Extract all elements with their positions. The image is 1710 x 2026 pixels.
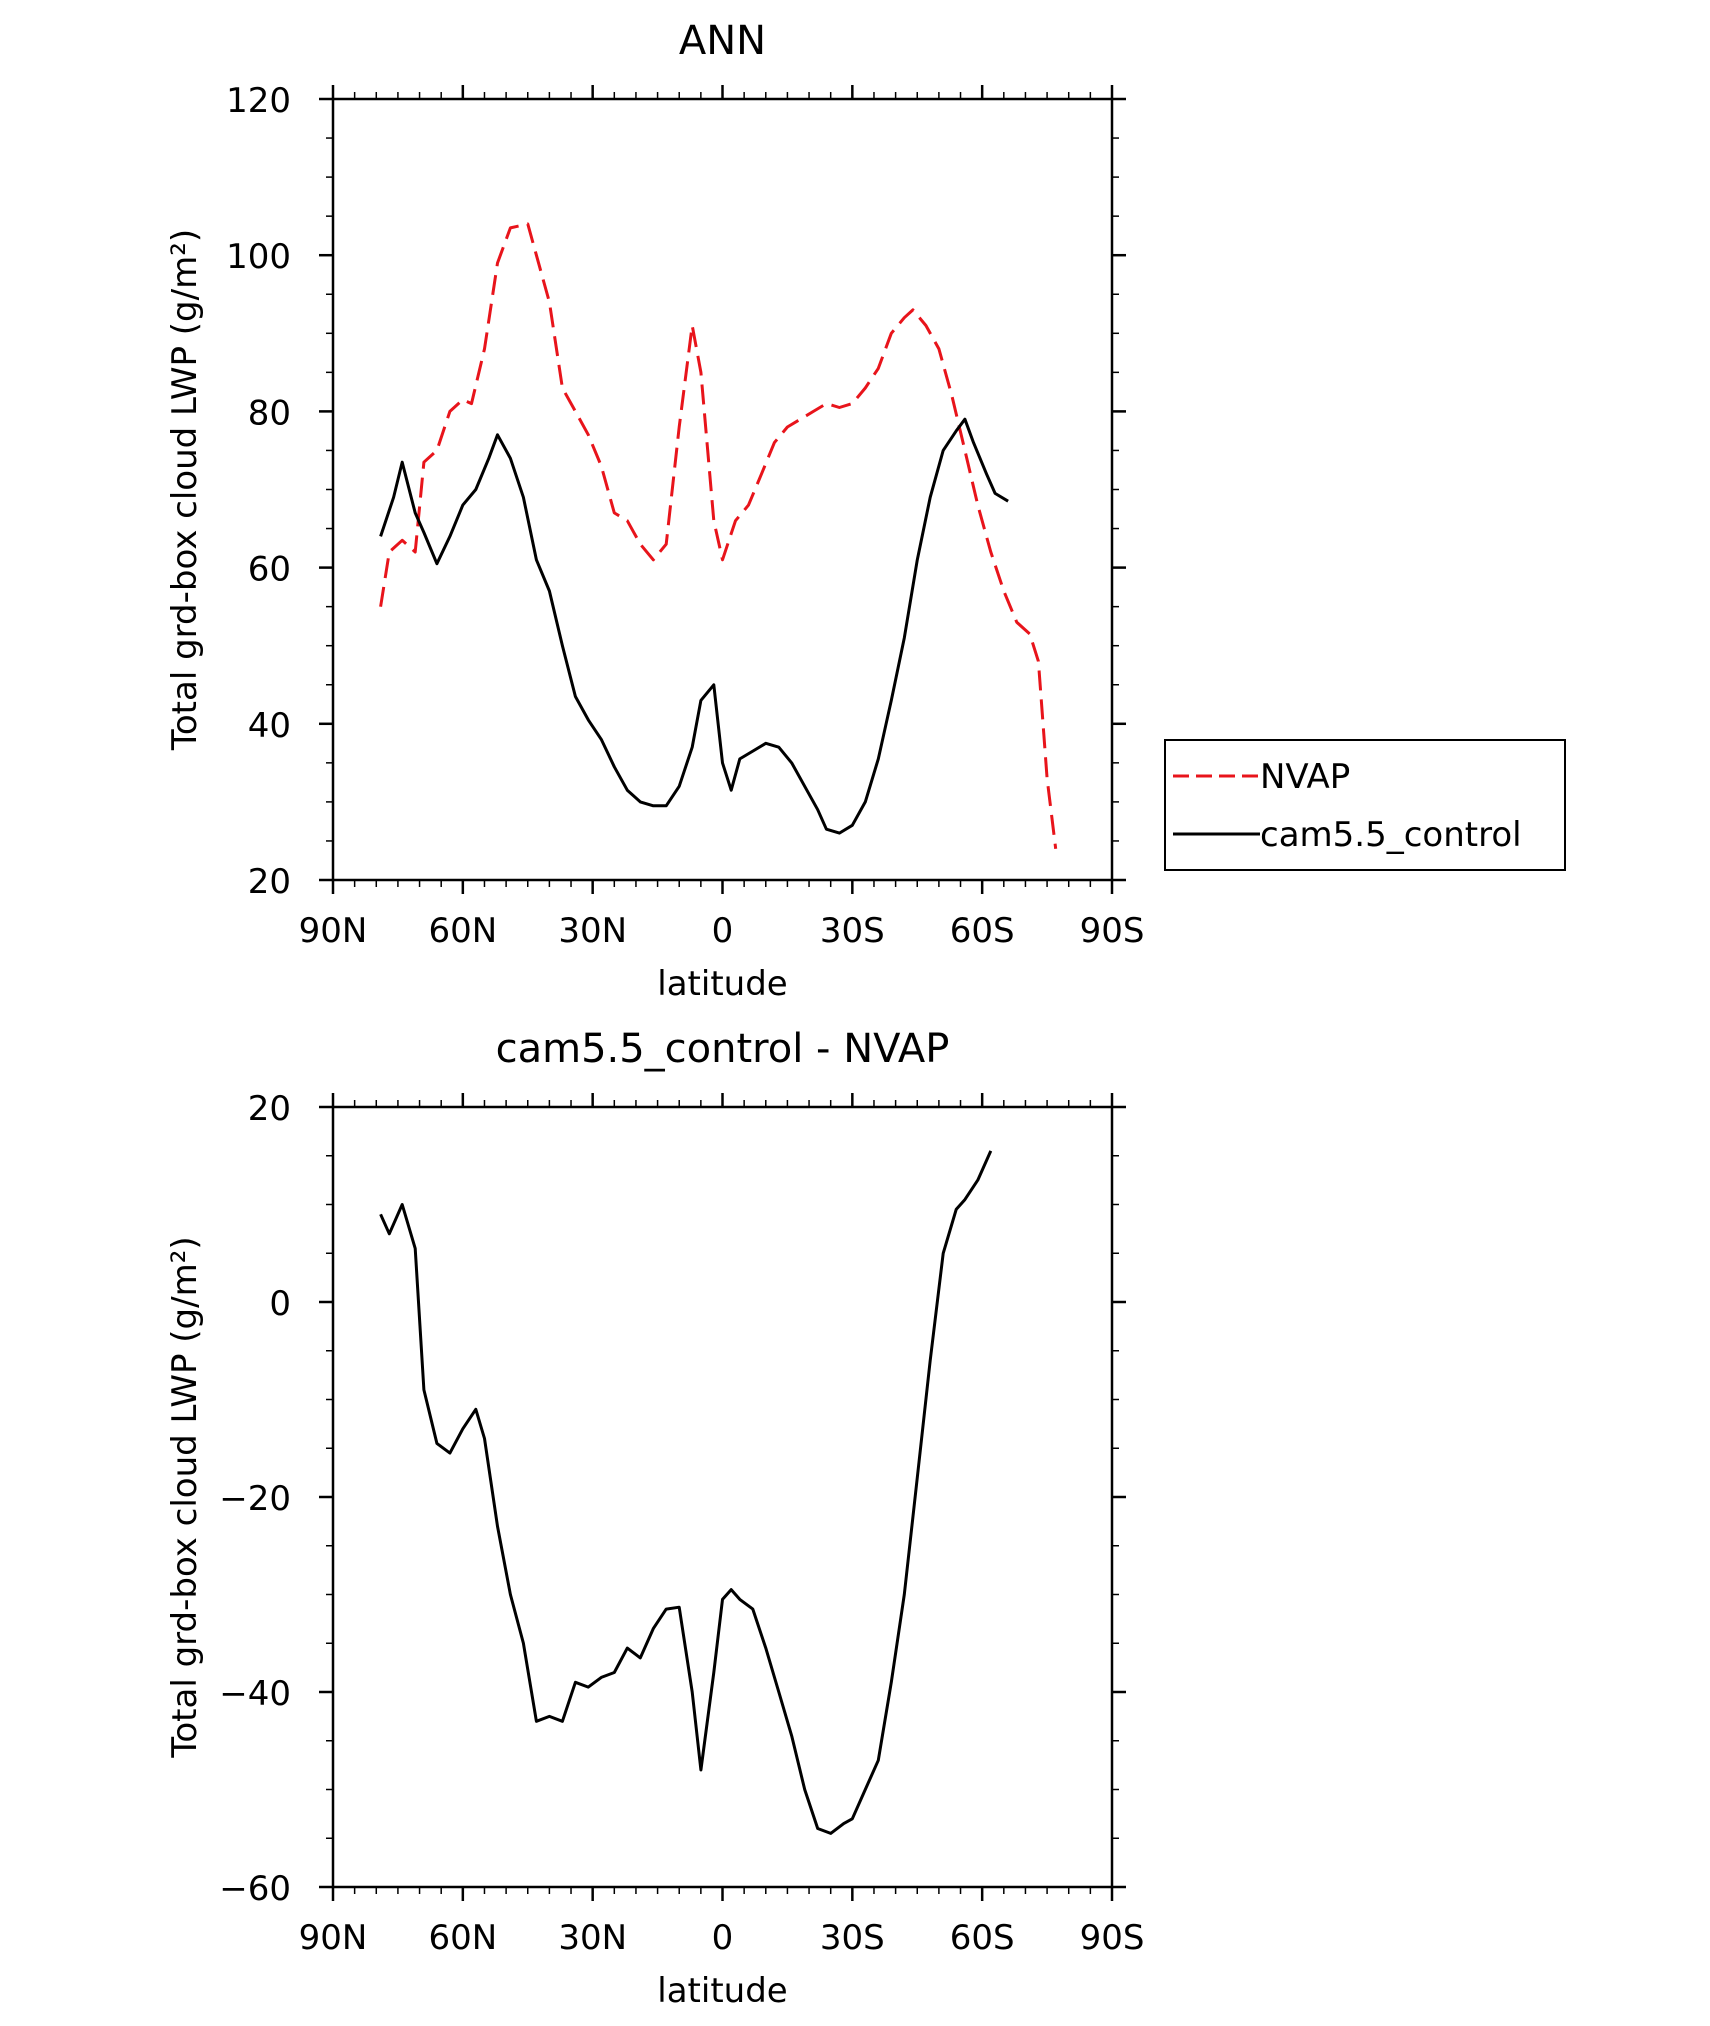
y-tick-label: 40 bbox=[248, 706, 291, 746]
legend-label: NVAP bbox=[1260, 757, 1350, 797]
legend-box bbox=[1164, 739, 1566, 871]
x-tick-label: 30S bbox=[820, 911, 885, 951]
x-tick-label: 90S bbox=[1080, 1918, 1145, 1958]
series-line-difference bbox=[379, 1150, 993, 1835]
x-tick-label: 90N bbox=[299, 1918, 368, 1958]
y-tick-label: 80 bbox=[248, 393, 291, 433]
x-tick-label: 30N bbox=[558, 1918, 627, 1958]
x-tick-label: 60S bbox=[950, 1918, 1015, 1958]
y-tick-label: 120 bbox=[226, 81, 291, 121]
chart-title: ANN bbox=[679, 18, 766, 64]
x-tick-label: 60N bbox=[428, 1918, 497, 1958]
x-tick-label: 90S bbox=[1080, 911, 1145, 951]
y-tick-label: 0 bbox=[269, 1284, 291, 1324]
x-tick-label: 0 bbox=[712, 911, 734, 951]
plot-frame bbox=[331, 1105, 1114, 1889]
x-tick-label: 90N bbox=[299, 911, 368, 951]
y-tick-label: 20 bbox=[248, 862, 291, 902]
y-tick-label: 100 bbox=[226, 237, 291, 277]
x-tick-label: 30S bbox=[820, 1918, 885, 1958]
y-tick-label: −40 bbox=[219, 1674, 291, 1714]
x-tick-label: 30N bbox=[558, 911, 627, 951]
x-tick-label: 0 bbox=[712, 1918, 734, 1958]
y-tick-label: −60 bbox=[219, 1869, 291, 1909]
y-tick-label: 60 bbox=[248, 550, 291, 590]
y-axis-label: Total grd-box cloud LWP (g/m²) bbox=[165, 229, 205, 751]
chart-title: cam5.5_control - NVAP bbox=[496, 1026, 950, 1072]
x-axis-label: latitude bbox=[657, 1971, 787, 2011]
y-axis-label: Total grd-box cloud LWP (g/m²) bbox=[165, 1236, 205, 1758]
y-tick-label: 20 bbox=[248, 1089, 291, 1129]
series-line-cam5-5-control bbox=[379, 417, 1009, 835]
x-tick-label: 60S bbox=[950, 911, 1015, 951]
x-tick-label: 60N bbox=[428, 911, 497, 951]
series-line-nvap bbox=[379, 222, 1058, 849]
legend-label: cam5.5_control bbox=[1260, 815, 1522, 855]
y-tick-label: −20 bbox=[219, 1479, 291, 1519]
x-axis-label: latitude bbox=[657, 964, 787, 1004]
